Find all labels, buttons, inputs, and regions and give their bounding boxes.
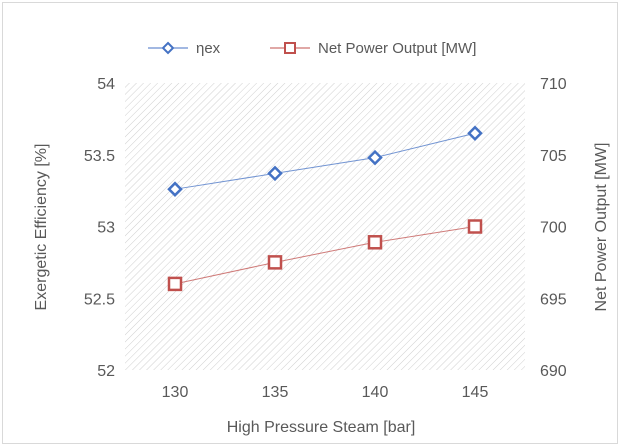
y-tick-label: 53.5 xyxy=(84,148,115,165)
y2-axis-title: Net Power Output [MW] xyxy=(593,143,610,312)
data-point xyxy=(167,181,183,197)
y-axis-title: Exergetic Efficiency [%] xyxy=(33,144,50,311)
series-line-0 xyxy=(174,132,476,190)
x-axis-title: High Pressure Steam [bar] xyxy=(227,419,416,436)
x-axis: 130 135 140 145 xyxy=(162,384,489,401)
series-line-1 xyxy=(174,226,476,285)
legend-marker xyxy=(284,42,296,54)
data-point xyxy=(467,219,483,234)
x-tick-label: 135 xyxy=(262,384,289,401)
right-axis: 690 695 700 705 710 xyxy=(540,76,567,380)
y-tick-label: 54 xyxy=(97,76,115,93)
y-tick-label: 52.5 xyxy=(84,291,115,308)
y2-tick-label: 710 xyxy=(540,76,567,93)
data-point xyxy=(167,276,183,292)
data-point xyxy=(267,165,283,182)
series-layer xyxy=(167,125,483,292)
data-point xyxy=(467,125,483,141)
legend-marker xyxy=(161,41,175,55)
left-axis: 52 52.5 53 53.5 54 xyxy=(84,76,115,380)
legend-label: Net Power Output [MW] xyxy=(318,40,476,57)
y2-tick-label: 695 xyxy=(540,291,567,308)
x-tick-label: 130 xyxy=(162,384,189,401)
x-tick-label: 145 xyxy=(462,384,489,401)
legend-label: ηex xyxy=(196,40,221,57)
y-tick-label: 52 xyxy=(97,363,115,380)
y2-tick-label: 690 xyxy=(540,363,567,380)
y2-tick-label: 700 xyxy=(540,220,567,237)
legend: ηex Net Power Output [MW] xyxy=(148,40,476,57)
plot-area xyxy=(125,83,525,370)
data-point xyxy=(367,149,383,166)
data-point xyxy=(367,235,383,250)
data-point xyxy=(267,255,283,270)
y2-tick-label: 705 xyxy=(540,148,567,165)
x-tick-label: 140 xyxy=(362,384,389,401)
y-tick-label: 53 xyxy=(97,220,115,237)
